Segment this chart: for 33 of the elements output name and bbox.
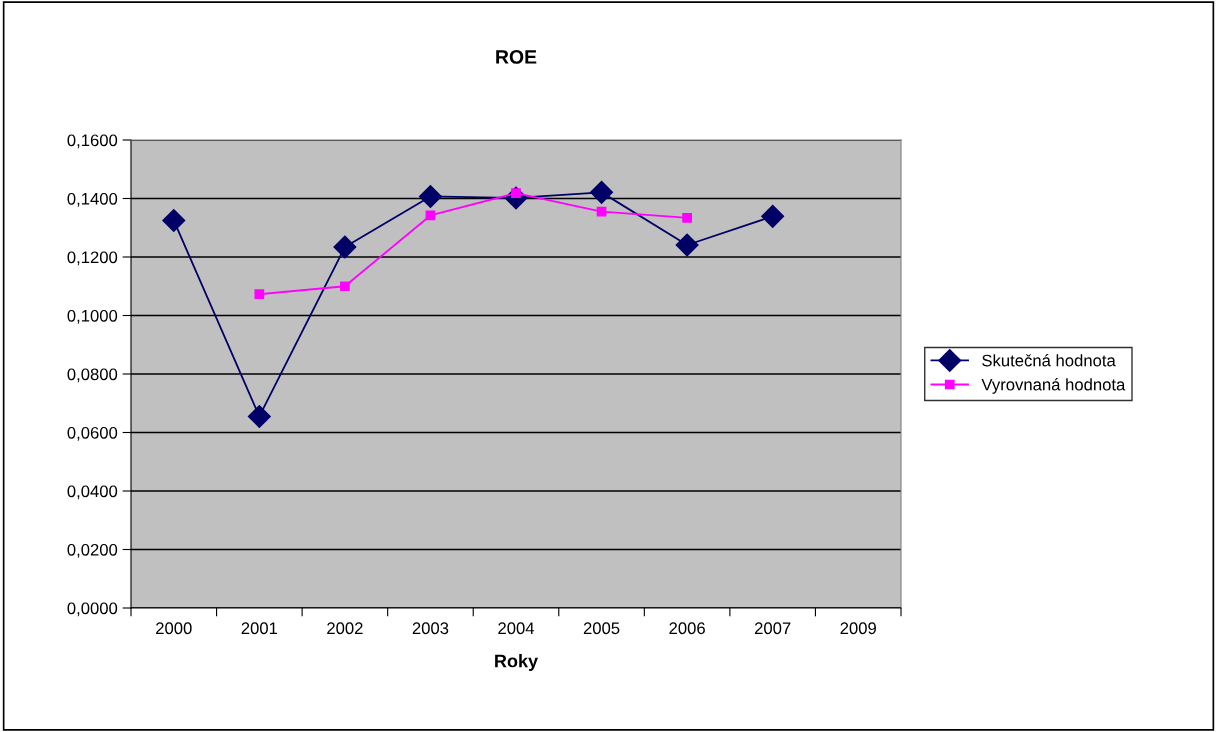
y-tick-label: 0,0600 [67, 426, 118, 441]
y-tick-label: 0,1200 [67, 251, 118, 266]
chart-title: ROE [496, 50, 537, 64]
point [761, 204, 785, 228]
x-axis-title: Roky [495, 654, 538, 671]
point [333, 235, 357, 259]
x-tick-label: 2002 [327, 622, 363, 635]
x-tick-label: 2009 [840, 622, 876, 635]
point [675, 233, 699, 257]
point [247, 404, 271, 428]
point [254, 289, 265, 300]
x-tick-label: 2004 [498, 622, 535, 635]
legend-label: Skutečná hodnota [982, 354, 1116, 367]
y-tick-label: 0,0000 [67, 602, 118, 617]
x-tick-label: 2003 [412, 622, 449, 635]
point [162, 208, 186, 232]
y-tick-label: 0,1400 [67, 192, 118, 207]
x-tick-label: 2007 [754, 622, 791, 635]
y-tick-label: 0,0800 [67, 368, 118, 383]
point [682, 212, 692, 223]
x-tick-label: 2001 [241, 622, 278, 635]
y-tick-label: 0,0200 [67, 543, 118, 558]
point [590, 180, 614, 204]
y-tick-label: 0,0400 [67, 485, 118, 500]
x-tick-label: 2000 [156, 622, 192, 635]
point [340, 281, 350, 292]
x-tick-label: 2006 [669, 622, 705, 635]
x-tick-label: 2005 [583, 622, 620, 635]
point [596, 206, 607, 217]
point [418, 184, 442, 208]
legend-label: Vyrovnaná hodnota [981, 378, 1126, 394]
y-tick-label: 0,1000 [67, 309, 118, 324]
y-tick-label: 0,1600 [67, 134, 118, 149]
